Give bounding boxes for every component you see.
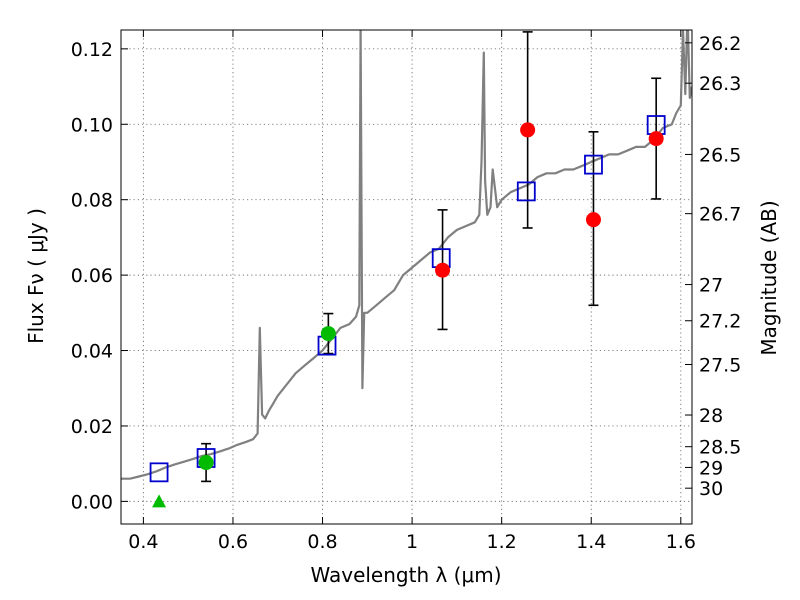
model-square-marker — [516, 181, 536, 202]
x-tick-label: 0.6 — [218, 531, 248, 553]
y-tick-label: 0.08 — [71, 190, 113, 212]
spectrum-line — [121, 30, 692, 480]
mag-tick-label: 27.5 — [699, 354, 741, 376]
data-point — [320, 326, 336, 342]
y-tick-label: 0.04 — [71, 341, 113, 363]
data-point — [648, 131, 664, 147]
data-point — [520, 122, 536, 138]
grid — [121, 30, 692, 524]
y-axis-title: Flux Fν ( μJy ) — [24, 208, 48, 344]
mag-tick-label: 30 — [699, 478, 723, 500]
mag-tick-label: 26.5 — [699, 144, 741, 166]
upper-limit-triangle — [152, 494, 167, 508]
y-tick-label: 0.12 — [71, 39, 113, 61]
mag-tick-label: 26.3 — [699, 73, 741, 95]
x-tick-label: 1.2 — [487, 531, 517, 553]
right-axis-title: Magnitude (AB) — [757, 200, 781, 355]
x-tick-label: 1.6 — [666, 531, 696, 553]
x-axis-title: Wavelength λ (μm) — [310, 563, 501, 587]
plot-frame — [120, 29, 693, 525]
mag-tick-label: 27 — [699, 275, 723, 297]
plot-area — [121, 30, 692, 508]
x-tick-label: 0.4 — [128, 531, 158, 553]
y-tick-label: 0.00 — [71, 491, 113, 513]
y-tick-label: 0.06 — [71, 265, 113, 287]
ticks: 0.4 0.6 0.8 1 1.2 1.4 1.6 0.00 0.02 0.04 0.06 0.08 0… — [71, 30, 741, 553]
y-tick-label: 0.02 — [71, 416, 113, 438]
mag-tick-label: 26.2 — [699, 33, 741, 55]
x-tick-label: 1.4 — [576, 531, 606, 553]
y-tick-label: 0.10 — [71, 114, 113, 136]
x-tick-label: 1 — [406, 531, 418, 553]
data-point — [435, 262, 451, 278]
mag-tick-label: 28 — [699, 405, 723, 427]
model-square-marker — [584, 154, 603, 175]
mag-tick-label: 28.5 — [699, 437, 741, 459]
mag-tick-label: 29 — [699, 457, 723, 479]
data-point — [198, 455, 214, 471]
mag-tick-label: 26.7 — [699, 204, 741, 226]
mag-tick-label: 27.2 — [699, 311, 741, 333]
x-tick-label: 0.8 — [307, 531, 337, 553]
data-point — [585, 212, 601, 228]
model-square-marker — [149, 462, 169, 483]
